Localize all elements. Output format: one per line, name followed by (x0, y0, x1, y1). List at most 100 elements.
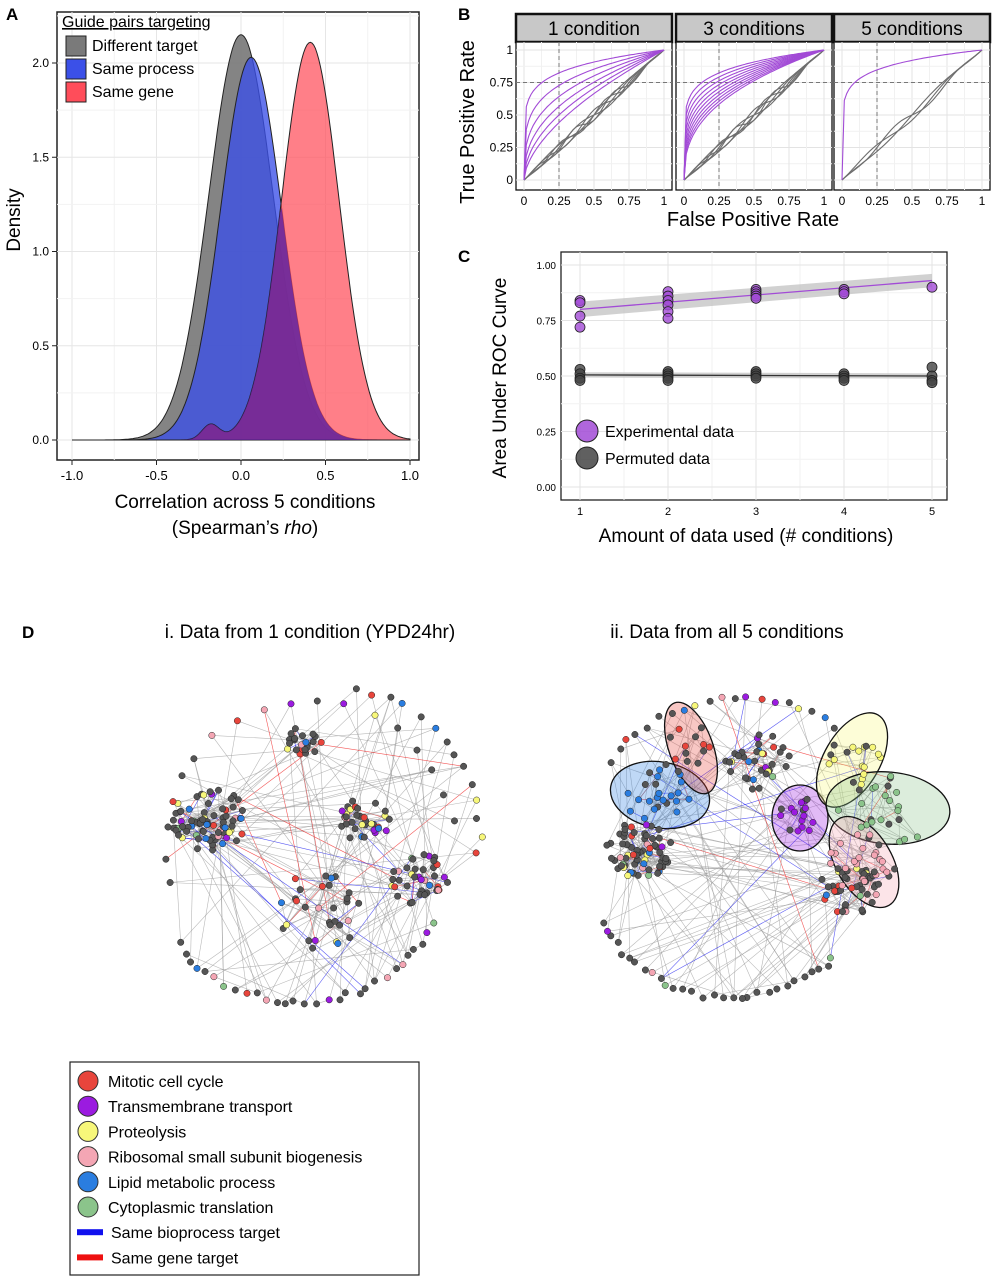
network-edge (304, 749, 477, 801)
network-edge (346, 823, 395, 887)
network-node (650, 805, 658, 813)
network-node (727, 768, 735, 775)
network-node (411, 873, 419, 881)
network-edge (635, 854, 662, 862)
network-node (679, 985, 687, 993)
density-legend-label: Different target (92, 38, 198, 55)
network-node (726, 758, 734, 766)
network-edge (603, 827, 803, 924)
network-node (440, 791, 447, 799)
auc-legend-marker (575, 419, 599, 443)
network-node (408, 899, 416, 906)
density-chart: -1.0 -0.5 0.0 0.5 1.0 0.0 0.5 1.0 1.5 2.0 Correl… (4, 11, 420, 539)
network-edge (292, 806, 349, 1002)
network-node (642, 832, 650, 840)
network-node (607, 759, 615, 767)
roc-y-tick-label: 0.25 (490, 141, 514, 155)
network-node (901, 835, 909, 843)
network-node (641, 966, 649, 974)
roc-y-tick-label: 0.75 (490, 76, 514, 90)
network-node (411, 865, 419, 873)
auc-x-axis-title: Amount of data used (# conditions) (599, 526, 894, 547)
network-edge (286, 875, 326, 926)
network-node (214, 829, 222, 836)
roc-experimental-curve (523, 49, 665, 181)
network-edge (709, 701, 758, 739)
network-edge (682, 752, 781, 990)
network-node (856, 892, 864, 900)
network-node (742, 774, 749, 782)
roc-y-tick-label: 0 (506, 173, 513, 187)
network-edge (861, 803, 918, 838)
network-edge (646, 766, 865, 836)
network-node (841, 873, 849, 881)
network-node (281, 1000, 289, 1008)
network-node (718, 693, 726, 701)
network-node (185, 805, 193, 813)
network-edge (204, 949, 414, 972)
auc-legend-label: Experimental data (605, 424, 734, 441)
process-legend-label: Cytoplasmic translation (108, 1200, 273, 1217)
network-node (194, 845, 201, 853)
network-edge (196, 794, 444, 969)
roc-experimental-curve (683, 49, 825, 181)
network-node (614, 938, 622, 946)
roc-x-tick-label: 0.75 (777, 194, 801, 208)
network-node (711, 991, 718, 999)
network-edge (173, 827, 267, 1001)
process-legend-label: Same gene target (111, 1250, 239, 1267)
network-node (179, 823, 186, 830)
network-node (681, 742, 689, 750)
network-edge (180, 802, 376, 813)
roc-permuted-curve (523, 49, 665, 181)
network-edge (861, 803, 898, 811)
network-node (421, 891, 429, 899)
network-node (850, 857, 858, 865)
network-edge (290, 733, 477, 854)
network-edge (782, 747, 891, 779)
network-node (667, 839, 675, 846)
network-edge (180, 703, 403, 943)
density-y-axis-title: Density (4, 188, 25, 252)
network-edge (410, 902, 424, 945)
network-edge (845, 854, 875, 869)
network-node (291, 734, 299, 742)
network-node (830, 741, 838, 749)
network-node (791, 808, 798, 816)
network-node (855, 747, 863, 755)
auc-point (574, 375, 586, 386)
network-node (624, 872, 632, 880)
network-edge (204, 766, 464, 972)
network-edge (364, 728, 437, 989)
network-node (822, 891, 830, 899)
network-node (175, 831, 182, 839)
network-title-ii: ii. Data from all 5 conditions (610, 622, 843, 643)
network-node (797, 799, 805, 807)
roc-x-tick-label: 0.5 (904, 194, 921, 208)
network-edge (290, 703, 323, 887)
network-node (824, 883, 832, 891)
network-node (404, 951, 412, 959)
network-node (674, 767, 682, 775)
network-node (260, 706, 268, 714)
network-node (699, 994, 707, 1002)
roc-experimental-curve (683, 49, 825, 181)
network-edge (621, 808, 792, 955)
network-node (635, 796, 643, 804)
network-node (219, 805, 227, 813)
network-node (460, 762, 468, 770)
network-node (848, 884, 856, 892)
network-node (353, 811, 361, 819)
network-node (673, 808, 681, 816)
edge-legend-marker (77, 1229, 103, 1236)
network-edge (610, 762, 629, 794)
density-x-tick-label: 0.0 (232, 468, 250, 483)
network-edge (634, 711, 813, 865)
density-y-tick-label: 1.5 (32, 150, 49, 164)
roc-y-tick-label: 1 (506, 43, 513, 57)
network-node (648, 969, 656, 976)
network-node (178, 772, 186, 780)
network-node (705, 743, 713, 751)
network-node (860, 770, 868, 778)
auc-y-tick-label: 0.25 (537, 428, 557, 439)
